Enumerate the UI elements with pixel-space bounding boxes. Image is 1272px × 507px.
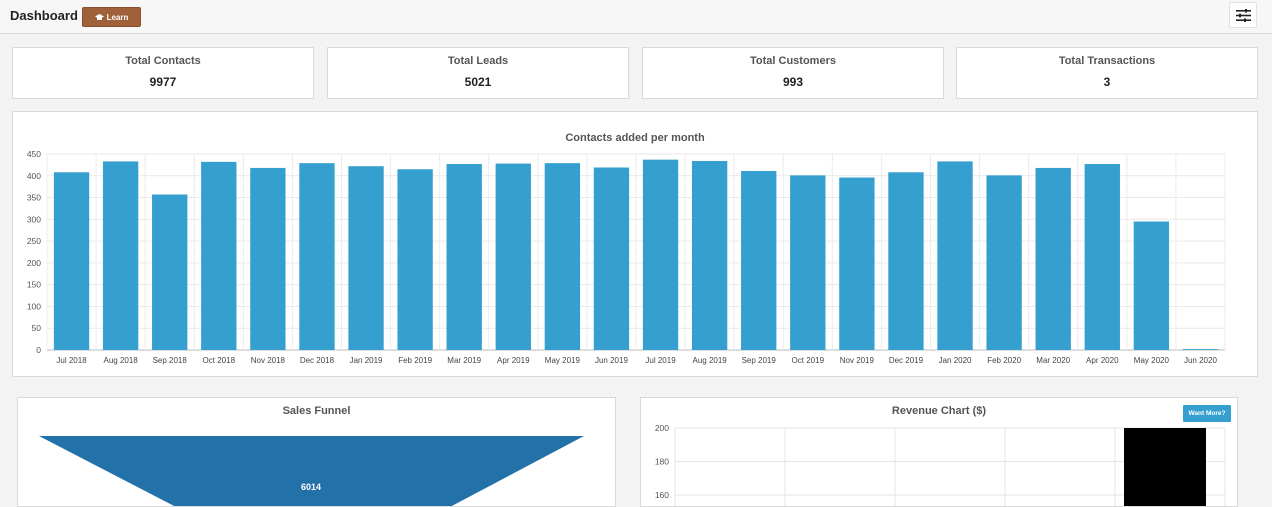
funnel-stage-1-value: 6014 <box>301 482 321 492</box>
x-tick-label: Feb 2020 <box>987 356 1021 365</box>
bar <box>986 175 1022 350</box>
y-tick-label: 200 <box>655 423 669 433</box>
x-tick-label: Apr 2020 <box>1086 356 1119 365</box>
stat-value: 9977 <box>149 75 177 89</box>
bar <box>446 164 482 350</box>
x-tick-label: Jul 2018 <box>56 356 87 365</box>
sales-funnel-chart: 6014 <box>39 436 584 506</box>
stat-card-total-contacts: Total Contacts 9977 <box>12 47 314 99</box>
x-tick-label: Sep 2019 <box>742 356 777 365</box>
x-tick-label: Mar 2019 <box>447 356 481 365</box>
revenue-chart-panel: Revenue Chart ($) 160 180 200 <box>640 397 1238 507</box>
learn-button-label: Learn <box>106 12 129 22</box>
bar <box>397 169 433 350</box>
x-tick-label: Aug 2019 <box>692 356 727 365</box>
bar <box>1084 164 1120 350</box>
bar <box>1182 349 1219 350</box>
bar <box>741 170 777 350</box>
y-tick-label: 450 <box>27 149 41 159</box>
stat-card-total-transactions: Total Transactions 3 <box>956 47 1258 99</box>
bar <box>53 172 90 350</box>
x-tick-label: Feb 2019 <box>398 356 432 365</box>
x-tick-label: Apr 2019 <box>497 356 530 365</box>
x-tick-label: May 2019 <box>545 356 581 365</box>
sliders-icon <box>1236 9 1251 22</box>
revenue-bar-chart: 160 180 200 <box>655 423 1226 506</box>
y-tick-label: 200 <box>27 258 41 268</box>
stat-label: Total Leads <box>447 55 509 67</box>
bar <box>299 163 335 350</box>
y-tick-label: 160 <box>655 490 669 500</box>
y-tick-label: 300 <box>27 214 41 224</box>
x-tick-label: Aug 2018 <box>103 356 138 365</box>
x-tick-label: Jan 2019 <box>350 356 383 365</box>
x-tick-label: Oct 2019 <box>792 356 825 365</box>
y-tick-label: 350 <box>27 193 41 203</box>
x-tick-label: Dec 2019 <box>889 356 924 365</box>
bar <box>152 194 188 350</box>
x-tick-label: Jan 2020 <box>939 356 972 365</box>
bar <box>348 166 384 350</box>
sales-funnel-title: Sales Funnel <box>282 405 351 417</box>
x-tick-label: Nov 2019 <box>840 356 875 365</box>
x-tick-label: Nov 2018 <box>251 356 286 365</box>
bar <box>1035 167 1071 350</box>
bar <box>1124 428 1206 506</box>
bar <box>642 159 679 350</box>
bar <box>839 177 875 350</box>
bar <box>1133 221 1170 350</box>
funnel-stage-1 <box>39 436 584 506</box>
x-tick-label: Jun 2020 <box>1184 356 1217 365</box>
stat-value: 5021 <box>464 75 492 89</box>
x-tick-label: May 2020 <box>1134 356 1170 365</box>
bar <box>888 172 924 350</box>
x-tick-label: Jun 2019 <box>595 356 628 365</box>
bar <box>544 163 581 350</box>
stat-card-total-leads: Total Leads 5021 <box>327 47 629 99</box>
stat-value: 3 <box>1103 75 1111 89</box>
stat-label: Total Customers <box>750 55 836 67</box>
contacts-chart-panel: Contacts added per month 0 50 100 150 200 250… <box>12 111 1258 377</box>
x-tick-label: Oct 2018 <box>203 356 236 365</box>
bar <box>102 161 139 350</box>
want-more-button[interactable]: Want More? <box>1183 405 1231 422</box>
bar <box>250 167 286 350</box>
y-tick-label: 180 <box>655 457 669 467</box>
contacts-bar-chart: 0 50 100 150 200 250 300 350 400 450 Jul 2018 Aug 2… <box>27 149 1226 365</box>
bar <box>790 175 826 350</box>
bar <box>691 160 728 350</box>
page-title: Dashboard <box>10 8 78 23</box>
bar <box>593 167 630 350</box>
y-tick-label: 50 <box>32 323 42 333</box>
y-tick-label: 400 <box>27 171 41 181</box>
y-tick-label: 100 <box>27 301 41 311</box>
y-tick-label: 0 <box>36 345 41 355</box>
bar <box>937 161 973 350</box>
revenue-chart-title: Revenue Chart ($) <box>891 405 987 417</box>
sales-funnel-panel: Sales Funnel 6014 <box>17 397 616 507</box>
bar <box>201 161 237 350</box>
menu-toggle-button[interactable] <box>1229 2 1257 28</box>
contacts-chart-title: Contacts added per month <box>565 132 705 144</box>
learn-button[interactable]: Learn <box>82 7 141 27</box>
y-tick-label: 150 <box>27 280 41 290</box>
y-tick-label: 250 <box>27 236 41 246</box>
x-tick-label: Dec 2018 <box>300 356 335 365</box>
bar <box>495 163 531 350</box>
graduation-cap-icon <box>94 13 104 20</box>
stat-label: Total Contacts <box>125 55 201 67</box>
x-tick-label: Sep 2018 <box>153 356 188 365</box>
stat-label: Total Transactions <box>1058 55 1156 67</box>
stat-card-total-customers: Total Customers 993 <box>642 47 944 99</box>
x-tick-label: Jul 2019 <box>645 356 676 365</box>
x-tick-label: Mar 2020 <box>1036 356 1070 365</box>
top-bar: Dashboard Learn <box>0 0 1272 34</box>
stat-value: 993 <box>782 75 804 89</box>
